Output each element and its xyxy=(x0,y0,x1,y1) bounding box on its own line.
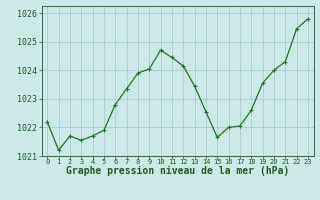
X-axis label: Graphe pression niveau de la mer (hPa): Graphe pression niveau de la mer (hPa) xyxy=(66,166,289,176)
